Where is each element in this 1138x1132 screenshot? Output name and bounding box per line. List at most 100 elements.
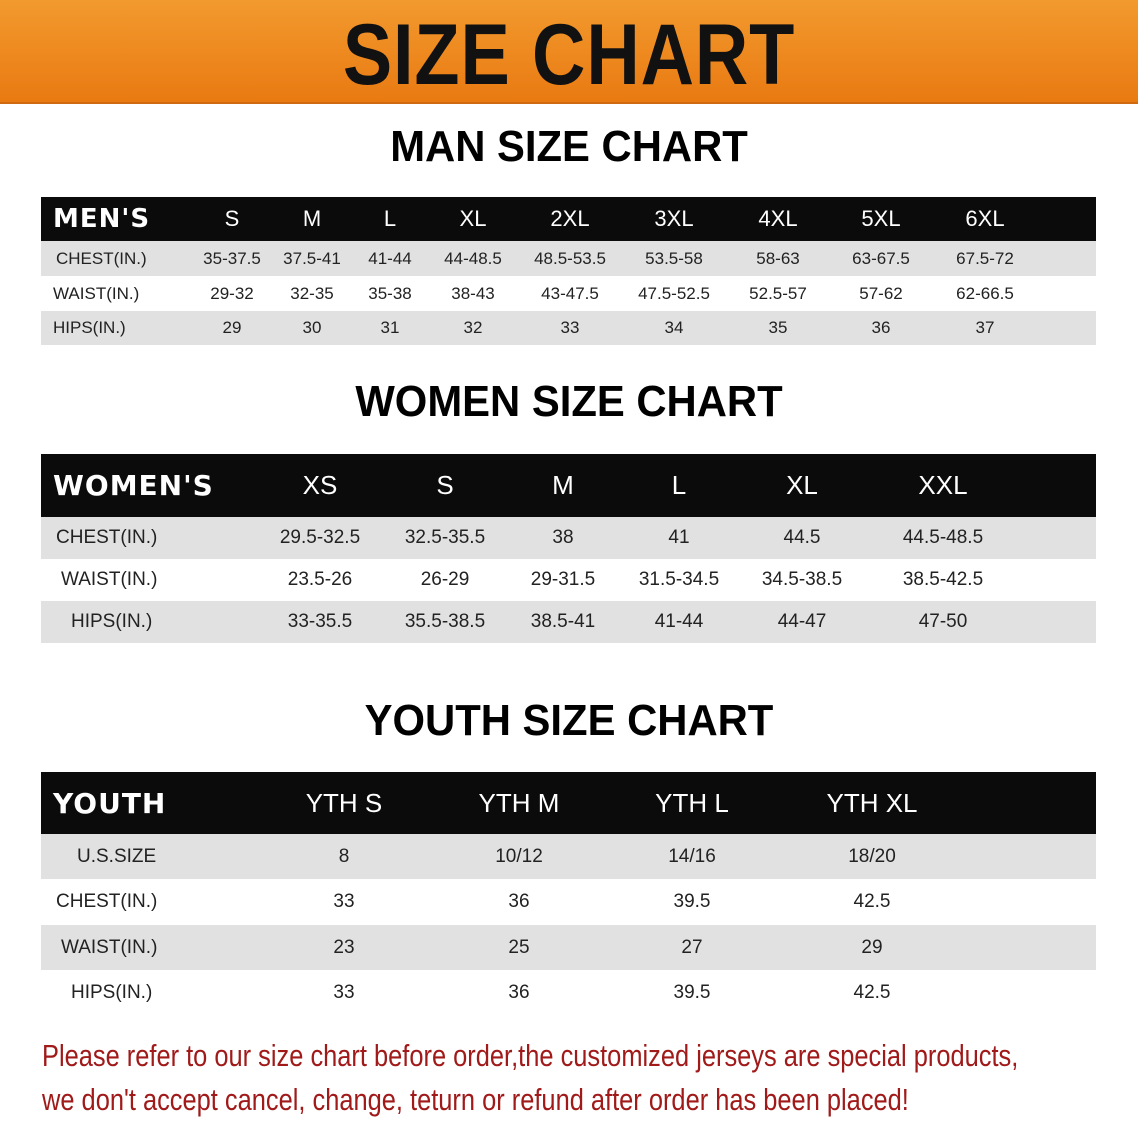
row-label: WAIST(IN.) bbox=[53, 283, 140, 303]
table-cell: 29-31.5 bbox=[530, 569, 596, 590]
table-cell: 44.5-48.5 bbox=[902, 527, 984, 548]
table-cell: 27 bbox=[681, 936, 703, 958]
table-cell: 39.5 bbox=[673, 891, 711, 912]
table-cell: 41-44 bbox=[654, 611, 704, 632]
table-cell: 25 bbox=[508, 936, 530, 958]
table-row: HIPS(IN.) 29 30 31 32 33 34 35 36 37 bbox=[41, 311, 1096, 345]
row-label: WAIST(IN.) bbox=[61, 936, 158, 958]
table-cell: 33-35.5 bbox=[287, 611, 353, 632]
table-cell: 48.5-53.5 bbox=[534, 248, 606, 268]
table-cell: 38.5-41 bbox=[530, 611, 596, 632]
size-column-header: YTH L bbox=[655, 787, 729, 818]
youth-header-row: YOUTH YTH S YTH M YTH L YTH XL bbox=[41, 772, 1096, 834]
table-cell: 32-35 bbox=[290, 283, 334, 303]
table-cell: 41 bbox=[668, 527, 690, 548]
table-row: HIPS(IN.) 33-35.5 35.5-38.5 38.5-41 41-44 44-… bbox=[41, 601, 1096, 643]
size-column-header: YTH M bbox=[478, 787, 560, 818]
size-column-header: YTH S bbox=[305, 787, 383, 818]
table-cell: 14/16 bbox=[668, 845, 716, 867]
women-section-title: WOMEN SIZE CHART bbox=[355, 377, 783, 426]
table-cell: 57-62 bbox=[859, 283, 903, 303]
banner-title: SIZE CHART bbox=[342, 7, 796, 103]
table-cell: 36 bbox=[871, 318, 891, 337]
table-cell: 47.5-52.5 bbox=[638, 283, 710, 303]
row-label: U.S.SIZE bbox=[77, 845, 157, 867]
table-cell: 29.5-32.5 bbox=[279, 527, 361, 548]
size-column-header: YTH XL bbox=[826, 787, 918, 818]
size-column-header: L bbox=[383, 206, 397, 231]
table-cell: 29-32 bbox=[210, 283, 254, 303]
size-column-header: 6XL bbox=[965, 206, 1005, 231]
table-cell: 63-67.5 bbox=[852, 248, 910, 268]
table-cell: 29 bbox=[861, 936, 883, 958]
table-cell: 36 bbox=[508, 891, 530, 912]
size-column-header: 5XL bbox=[861, 206, 901, 231]
table-row: WAIST(IN.) 23.5-26 26-29 29-31.5 31.5-34.5 34… bbox=[41, 559, 1096, 601]
women-header-row: WOMEN'S XS S M L XL XXL bbox=[41, 454, 1096, 517]
table-cell: 62-66.5 bbox=[956, 283, 1014, 303]
table-cell: 58-63 bbox=[756, 248, 800, 268]
size-column-header: XL bbox=[786, 470, 818, 500]
table-cell: 43-47.5 bbox=[541, 283, 599, 303]
table-cell: 42.5 bbox=[853, 891, 891, 912]
table-row: WAIST(IN.) 29-32 32-35 35-38 38-43 43-47.5 47.… bbox=[41, 276, 1096, 311]
row-label: CHEST(IN.) bbox=[56, 527, 158, 548]
table-cell: 52.5-57 bbox=[749, 283, 807, 303]
size-column-header: S bbox=[224, 206, 240, 231]
table-cell: 35.5-38.5 bbox=[404, 611, 486, 632]
banner: SIZE CHART bbox=[0, 0, 1138, 104]
table-cell: 47-50 bbox=[918, 611, 968, 632]
table-cell: 67.5-72 bbox=[956, 248, 1014, 268]
size-column-header: XXL bbox=[918, 470, 968, 500]
table-cell: 37.5-41 bbox=[283, 248, 341, 268]
size-column-header: XL bbox=[459, 206, 487, 231]
size-column-header: L bbox=[671, 470, 687, 500]
table-cell: 34.5-38.5 bbox=[761, 569, 843, 590]
men-header-label: MEN'S bbox=[53, 204, 151, 234]
size-column-header: M bbox=[552, 470, 574, 500]
table-row: CHEST(IN.) 35-37.5 37.5-41 41-44 44-48.5 48.5… bbox=[41, 241, 1096, 276]
table-cell: 31 bbox=[380, 318, 400, 337]
size-column-header: 2XL bbox=[550, 206, 590, 231]
table-cell: 53.5-58 bbox=[645, 248, 703, 268]
row-label: CHEST(IN.) bbox=[56, 248, 147, 268]
table-cell: 33 bbox=[333, 891, 355, 912]
size-column-header: M bbox=[302, 206, 322, 231]
table-row: CHEST(IN.) 33 36 39.5 42.5 bbox=[41, 879, 1096, 925]
table-row: HIPS(IN.) 33 36 39.5 42.5 bbox=[41, 970, 1096, 1015]
table-cell: 33 bbox=[333, 981, 355, 1003]
table-cell: 42.5 bbox=[853, 981, 891, 1003]
table-cell: 32.5-35.5 bbox=[404, 527, 486, 548]
table-cell: 34 bbox=[664, 318, 684, 337]
youth-size-table: YOUTH YTH S YTH M YTH L YTH XL U.S.SIZE 8 10/12… bbox=[41, 772, 1096, 1015]
row-label: HIPS(IN.) bbox=[53, 318, 126, 337]
table-cell: 29 bbox=[222, 318, 242, 337]
table-cell: 35 bbox=[768, 318, 788, 337]
table-cell: 37 bbox=[975, 318, 995, 337]
table-cell: 31.5-34.5 bbox=[638, 569, 720, 590]
women-size-table: WOMEN'S XS S M L XL XXL CHEST(IN.) 29.5-32.5 32.5… bbox=[41, 454, 1096, 643]
table-cell: 44-48.5 bbox=[444, 248, 502, 268]
size-column-header: 4XL bbox=[758, 206, 798, 231]
table-cell: 10/12 bbox=[495, 845, 543, 867]
table-cell: 8 bbox=[338, 845, 350, 867]
youth-header-label: YOUTH bbox=[53, 786, 167, 820]
table-cell: 35-37.5 bbox=[203, 248, 261, 268]
row-label: CHEST(IN.) bbox=[56, 891, 158, 912]
table-row: U.S.SIZE 8 10/12 14/16 18/20 bbox=[41, 834, 1096, 879]
row-label: HIPS(IN.) bbox=[71, 611, 153, 632]
table-cell: 26-29 bbox=[420, 569, 470, 590]
size-column-header: XS bbox=[302, 470, 338, 500]
table-cell: 39.5 bbox=[673, 981, 711, 1003]
table-cell: 18/20 bbox=[848, 845, 896, 867]
table-cell: 44-47 bbox=[777, 611, 827, 632]
table-cell: 23.5-26 bbox=[287, 569, 353, 590]
men-header-row: MEN'S S M L XL 2XL 3XL 4XL 5XL 6XL bbox=[41, 197, 1096, 241]
table-cell: 33 bbox=[560, 318, 580, 337]
notice-line-2: we don't accept cancel, change, teturn o… bbox=[42, 1082, 909, 1117]
size-column-header: S bbox=[436, 470, 454, 500]
table-cell: 41-44 bbox=[368, 248, 412, 268]
table-cell: 23 bbox=[333, 936, 355, 958]
men-size-table: MEN'S S M L XL 2XL 3XL 4XL 5XL 6XL CHEST(IN.) 35-37… bbox=[41, 197, 1096, 345]
row-label: HIPS(IN.) bbox=[71, 981, 153, 1003]
